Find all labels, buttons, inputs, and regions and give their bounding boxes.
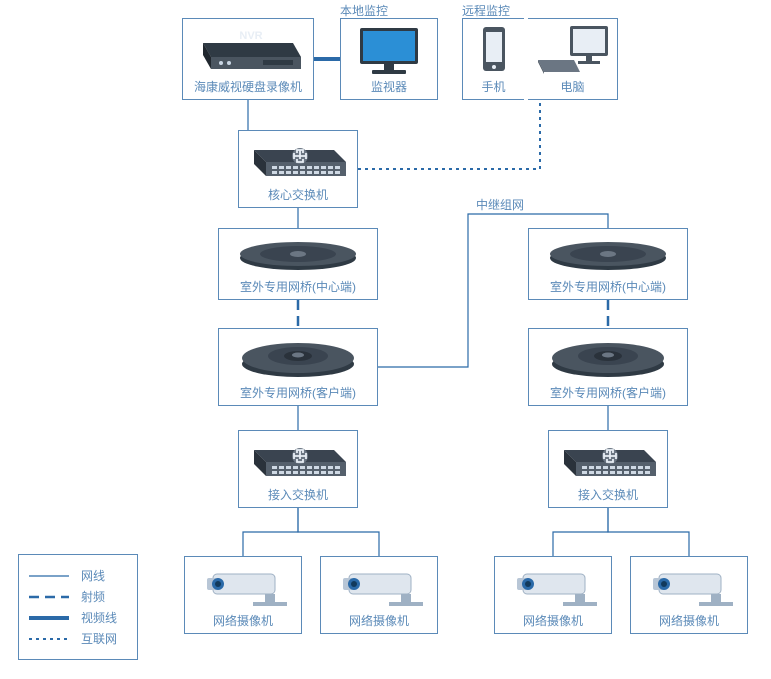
nvr-icon: NVR (193, 25, 303, 75)
nvr-node: NVR 海康威视硬盘录像机 (182, 18, 314, 100)
camera-icon (325, 561, 433, 610)
camera-4-label: 网络摄像机 (659, 612, 719, 629)
access-switch-right-node: 接入交换机 (548, 430, 668, 508)
monitor-label: 监视器 (371, 78, 407, 95)
bridge-client-left-label: 室外专用网桥(客户端) (240, 384, 356, 401)
bridge-center-right-node: 室外专用网桥(中心端) (528, 228, 688, 300)
access-switch-left-label: 接入交换机 (268, 486, 328, 503)
legend-row: 射频 (29, 588, 127, 605)
bridge-round-icon (223, 333, 373, 382)
core-switch-label: 核心交换机 (268, 186, 328, 203)
switch-icon (243, 435, 353, 484)
phone-icon (479, 25, 509, 75)
bridge-center-left-label: 室外专用网桥(中心端) (240, 278, 356, 295)
camera-1-node: 网络摄像机 (184, 556, 302, 634)
phone-node: 手机 (462, 18, 524, 100)
bridge-round-icon (533, 333, 683, 382)
camera-icon (189, 561, 297, 610)
legend-box: 网线 射频 视频线 互联网 (18, 554, 138, 660)
legend-row: 网线 (29, 567, 127, 584)
remote-monitor-label: 远程监控 (462, 2, 510, 19)
camera-4-node: 网络摄像机 (630, 556, 748, 634)
pc-node: 电脑 (528, 18, 618, 100)
camera-icon (635, 561, 743, 610)
local-monitor-label: 本地监控 (340, 2, 388, 19)
pc-icon (536, 24, 610, 76)
bridge-client-right-label: 室外专用网桥(客户端) (550, 384, 666, 401)
phone-label: 手机 (481, 78, 505, 95)
switch-icon (243, 135, 353, 184)
bridge-flat-icon (223, 233, 373, 276)
bridge-client-left-node: 室外专用网桥(客户端) (218, 328, 378, 406)
bridge-center-left-node: 室外专用网桥(中心端) (218, 228, 378, 300)
monitor-icon (354, 24, 424, 76)
access-switch-left-node: 接入交换机 (238, 430, 358, 508)
camera-2-label: 网络摄像机 (349, 612, 409, 629)
camera-3-label: 网络摄像机 (523, 612, 583, 629)
bridge-flat-icon (533, 233, 683, 276)
access-switch-right-label: 接入交换机 (578, 486, 638, 503)
bridge-client-right-node: 室外专用网桥(客户端) (528, 328, 688, 406)
core-switch-node: 核心交换机 (238, 130, 358, 208)
legend-row: 互联网 (29, 630, 127, 647)
svg-text:NVR: NVR (239, 30, 262, 42)
camera-2-node: 网络摄像机 (320, 556, 438, 634)
switch-icon (553, 435, 663, 484)
camera-3-node: 网络摄像机 (494, 556, 612, 634)
bridge-center-right-label: 室外专用网桥(中心端) (550, 278, 666, 295)
nvr-label: 海康威视硬盘录像机 (194, 78, 302, 95)
pc-label: 电脑 (560, 78, 584, 95)
relay-network-label: 中继组网 (476, 196, 524, 213)
camera-1-label: 网络摄像机 (213, 612, 273, 629)
monitor-node: 监视器 (340, 18, 438, 100)
legend-row: 视频线 (29, 609, 127, 626)
camera-icon (499, 561, 607, 610)
